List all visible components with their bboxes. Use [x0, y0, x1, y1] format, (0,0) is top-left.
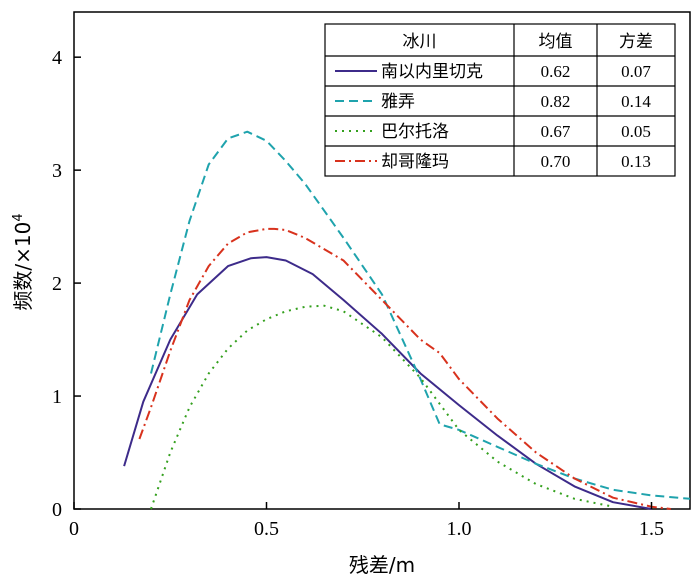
legend-header: 方差	[619, 32, 653, 52]
legend-mean: 0.70	[541, 152, 571, 171]
legend-header: 均值	[539, 32, 573, 52]
y-axis-title-exponent: 4	[11, 213, 26, 221]
legend-mean: 0.67	[541, 122, 571, 141]
series-line-2	[150, 130, 691, 500]
series-line-1	[123, 256, 652, 510]
x-tick-label: 1.0	[447, 518, 472, 540]
x-tick-label: 0.5	[254, 518, 279, 540]
legend-series-name: 南以内里切克	[381, 62, 483, 82]
plot-area	[73, 11, 691, 510]
series-line-3	[150, 304, 614, 510]
y-axis-title: 频数/×104	[11, 213, 35, 310]
legend-series-name: 雅弄	[381, 92, 415, 112]
legend-header: 冰川	[403, 32, 437, 52]
series-layer	[123, 130, 691, 510]
y-axis-title-main: 频数/×10	[11, 222, 35, 311]
y-axis-title-group: 频数/×104	[11, 213, 35, 310]
legend-variance: 0.05	[621, 122, 651, 141]
legend-variance: 0.14	[621, 92, 651, 111]
legend-series-name: 却哥隆玛	[381, 152, 449, 172]
plot-frame	[73, 11, 691, 510]
legend-variance: 0.07	[621, 62, 651, 81]
y-tick-label: 0	[52, 499, 62, 521]
y-tick-label: 3	[52, 160, 62, 182]
legend-mean: 0.62	[541, 62, 571, 81]
axes-layer: 0 0.5 1.0 1.5 0 1 2 3 4	[52, 47, 664, 540]
legend-series-name: 巴尔托洛	[381, 122, 449, 142]
y-tick-label: 4	[52, 47, 62, 69]
x-axis-title: 残差/m	[349, 553, 415, 577]
legend-frame	[324, 23, 676, 177]
legend-variance: 0.13	[621, 152, 651, 171]
x-tick-label: 1.5	[639, 518, 664, 540]
legend-mean: 0.82	[541, 92, 571, 111]
y-tick-label: 1	[52, 386, 62, 408]
series-line-4	[138, 227, 671, 510]
x-tick-label: 0	[69, 518, 79, 540]
y-tick-label: 2	[52, 273, 62, 295]
